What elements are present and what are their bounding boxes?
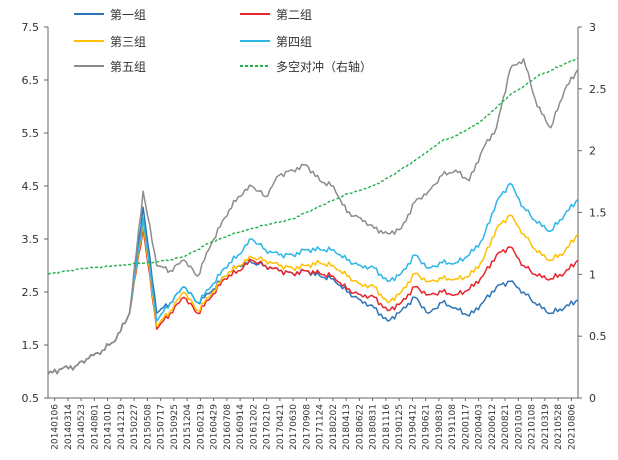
x-tick-label: 20170421: [276, 404, 286, 450]
series-line-5: [47, 58, 579, 375]
y-left-tick-label: 6.5: [22, 74, 40, 87]
x-tick-label: 20190125: [395, 404, 405, 450]
x-tick-label: 20200612: [488, 404, 498, 450]
legend-label: 第一组: [110, 8, 146, 22]
x-tick-label: 20150717: [157, 404, 167, 450]
x-tick-label: 20160429: [210, 404, 220, 450]
x-tick-label: 20170210: [263, 404, 273, 450]
legend-label: 第四组: [276, 35, 312, 49]
x-tick-label: 20210108: [528, 404, 538, 450]
y-left-tick-label: 4.5: [22, 180, 40, 193]
series-line-6: [47, 57, 579, 275]
x-tick-label: 20140801: [90, 404, 100, 450]
x-tick-label: 20181116: [382, 404, 392, 450]
y-right-tick-label: 2: [589, 145, 596, 158]
legend-label: 多空对冲（右轴）: [276, 59, 372, 74]
series-line-1: [47, 206, 579, 375]
x-tick-label: 20180622: [355, 404, 365, 450]
y-right-tick-label: 3: [589, 21, 596, 34]
axes-group: 0.5 1.5 2.5 3.5 4.5 5.5 6.5 7.5 0 0.5 1 1.5 2 2.5 3 201…: [22, 21, 607, 450]
x-tick-label: 20180413: [342, 404, 352, 450]
x-tick-label: 20190621: [422, 404, 432, 450]
y-right-tick-label: 0: [589, 392, 596, 405]
x-tick-label: 20140314: [64, 404, 74, 450]
y-left-tick-label: 1.5: [22, 339, 40, 352]
x-tick-label: 20210319: [541, 404, 551, 450]
series-line-3: [47, 214, 579, 375]
y-left-tick-label: 5.5: [22, 127, 40, 140]
x-tick-label: 20141219: [117, 404, 127, 450]
x-tick-label: 20190830: [435, 404, 445, 450]
y-left-tick-label: 2.5: [22, 286, 40, 299]
x-tick-label: 20171124: [316, 404, 326, 450]
y-right-tick-label: 1: [589, 268, 596, 281]
x-tick-label: 20161202: [249, 404, 259, 450]
x-tick-label: 20150227: [130, 404, 140, 450]
y-right-tick-label: 0.5: [589, 330, 607, 343]
y-right-tick-label: 1.5: [589, 207, 607, 220]
x-tick-label: 20180202: [329, 404, 339, 450]
y-left-tick-label: 0.5: [22, 392, 40, 405]
series-line-4: [47, 182, 579, 375]
x-tick-label: 20140106: [51, 404, 61, 450]
x-tick-label: 20160914: [236, 404, 246, 450]
legend-label: 第二组: [276, 8, 312, 22]
x-tick-label: 20151204: [183, 404, 193, 450]
series-line-2: [47, 227, 579, 375]
x-tick-label: 20160219: [196, 404, 206, 450]
y-left-tick-label: 7.5: [22, 21, 40, 34]
x-tick-label: 20191108: [448, 404, 458, 450]
x-tick-label: 20201030: [514, 404, 524, 450]
x-tick-label: 20160708: [223, 404, 233, 450]
series-group: [47, 57, 579, 375]
x-tick-label: 20200403: [475, 404, 485, 450]
x-tick-label: 20190412: [408, 404, 418, 450]
x-tick-label: 20140523: [77, 404, 87, 450]
x-tick-label: 20170630: [289, 404, 299, 450]
legend-label: 第五组: [110, 60, 146, 74]
x-tick-label: 20200117: [461, 404, 471, 450]
x-tick-label: 20150925: [170, 404, 180, 450]
x-tick-label: 20210528: [554, 404, 564, 450]
x-tick-label: 20210806: [567, 404, 577, 450]
x-tick-label: 20180831: [369, 404, 379, 450]
x-tick-label: 20200821: [501, 404, 511, 450]
x-tick-label: 20141010: [104, 404, 114, 450]
y-right-tick-label: 2.5: [589, 83, 607, 96]
x-tick-label: 20150508: [143, 404, 153, 450]
y-left-tick-label: 3.5: [22, 233, 40, 246]
legend-label: 第三组: [110, 35, 146, 49]
x-tick-label: 20170908: [302, 404, 312, 450]
